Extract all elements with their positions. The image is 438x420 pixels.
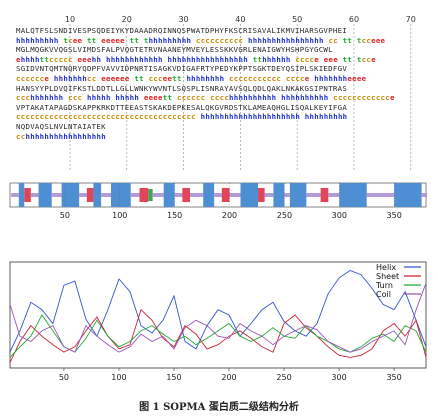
bar-segment-helix — [203, 183, 215, 207]
bar-segment-coil — [130, 193, 140, 197]
ss-line: cccccccccccccccccccccccccccccccccccccc h… — [16, 112, 348, 122]
ruler-label: 60 — [349, 15, 359, 24]
prediction-plot: 50 100 150 200 250 300 350 Helix Sheet Turn Coil — [8, 260, 428, 382]
bar-segment-coil — [421, 193, 428, 197]
bar-segment-coil — [152, 193, 164, 197]
sequence-block: MALQTFSLSNDIVESPSQDEIYKYDAAADRQINNQSPWAT… — [16, 26, 395, 141]
bar-segment-coil — [214, 193, 222, 197]
bar-segment-helix — [273, 183, 285, 207]
ss-line: hhhhhhhhh tcee tt eeeee tt thhhhhhhhh cc… — [16, 35, 386, 45]
structure-bar-svg: 50 100 150 200 250 300 350 — [9, 182, 428, 220]
bar-segment-coil — [284, 193, 290, 197]
aa-line: VPTAKATAPAGDSKAPPKRKDTTEEASTSKAKDEPKESAL… — [16, 102, 348, 112]
bar-segment-helix — [339, 183, 367, 207]
x-tick-label: 250 — [276, 373, 291, 382]
bar-segment-helix — [110, 183, 131, 207]
bar-segment-turn — [148, 189, 153, 201]
ruler-label: 30 — [178, 15, 188, 24]
bar-segment-strand — [86, 188, 94, 202]
bar-segment-strand — [182, 188, 191, 202]
x-tick-label: 300 — [331, 373, 346, 382]
ruler-label: 50 — [292, 15, 302, 24]
bar-segment-helix — [163, 183, 175, 207]
bar-segment-helix — [93, 183, 102, 207]
bar-segment-strand — [24, 188, 31, 202]
ss-line: cccccce hhhhhhhcc eeeeee tt ccceett hhhh… — [16, 73, 367, 83]
bar-tick-label: 250 — [277, 211, 292, 220]
ruler-label: 20 — [122, 15, 132, 24]
bar-tick-label: 200 — [222, 211, 237, 220]
bar-segment-coil — [174, 193, 183, 197]
bar-tick-label: 350 — [387, 211, 402, 220]
aa-line: NQDVAQSLNVLNTAIATEK — [16, 121, 106, 131]
aa-line: SGIDVNTQMTNQRYQDPFVAVVIDPNRTISAGKVDIGAFR… — [16, 64, 348, 74]
bar-segment-strand — [221, 188, 230, 202]
figure-caption: 图 1 SOPMA 蛋白质二级结构分析 — [139, 402, 299, 413]
bar-tick-label: 300 — [332, 211, 347, 220]
ruler-label: 40 — [235, 15, 245, 24]
aa-line: MGLMQGKVVQGSLVIMDSFALPVQGTETRVNAANEYMVEY… — [16, 45, 333, 55]
sequence-ruler: 10 20 30 40 50 60 70 — [65, 15, 416, 172]
bar-segment-coil — [51, 193, 62, 197]
series-line-helix — [9, 269, 427, 353]
bar-segment-coil — [306, 193, 321, 197]
sequence-panel: 10 20 30 40 50 60 70 MALQTFSLSNDIVESPSQDEIYKYD… — [8, 12, 428, 174]
series-line-coil — [9, 283, 427, 353]
legend-label-turn: Turn — [375, 281, 393, 290]
bar-tick-label: 150 — [167, 211, 182, 220]
legend-label-sheet: Sheet — [376, 272, 399, 281]
x-tick-label: 150 — [166, 373, 181, 382]
bar-tick-label: 100 — [112, 211, 127, 220]
secondary-structure-bar: 50 100 150 200 250 300 350 — [8, 180, 428, 220]
x-tick-label: 50 — [59, 373, 69, 382]
x-tick-label: 100 — [111, 373, 126, 382]
series-line-turn — [9, 314, 427, 358]
ruler-label: 10 — [65, 15, 75, 24]
bar-segment-coil — [79, 193, 87, 197]
bar-segment-coil — [190, 193, 204, 197]
bar-segment-helix — [289, 183, 307, 207]
x-tick-label: 350 — [386, 373, 401, 382]
bar-segment-helix — [240, 183, 259, 207]
bar-segment-helix — [38, 183, 52, 207]
bar-segment-coil — [30, 193, 39, 197]
ss-line: cchhhhhhhhhhhhhhhhh — [16, 131, 106, 141]
bar-segment-coil — [101, 193, 111, 197]
aa-line: HANSYYPLDVQIFKSTLDDTLLGLLWNKYWVNTLSQSPLI… — [16, 83, 348, 93]
bar-segment-strand — [320, 188, 329, 202]
ss-line: ehhhhttccccc eeehh hhhhhhhhhhhh hhhhhhhh… — [16, 54, 376, 64]
bar-segment-helix — [394, 183, 422, 207]
legend-label-coil: Coil — [376, 290, 391, 299]
aa-line: MALQTFSLSNDIVESPSQDEIYKYDAAADRQINNQSPWAT… — [16, 26, 348, 35]
bar-segment-coil — [328, 193, 340, 197]
x-tick-label: 200 — [221, 373, 236, 382]
bar-segment-helix — [18, 183, 25, 207]
ss-line: ccchhhhhhh ccc hhhhh hhhhh eeeett cccccc… — [16, 93, 395, 103]
bar-tick-label: 50 — [60, 211, 70, 220]
series-line-sheet — [9, 308, 427, 363]
bar-segment-strand — [258, 188, 265, 202]
bar-segment-coil — [264, 193, 274, 197]
legend-label-helix: Helix — [376, 263, 396, 272]
bar-segment-coil — [11, 193, 19, 197]
bar-segment-coil — [229, 193, 241, 197]
bar-segment-coil — [366, 193, 395, 197]
bar-segment-helix — [61, 183, 80, 207]
bar-segment-strand — [139, 188, 149, 202]
ruler-label: 70 — [406, 15, 416, 24]
